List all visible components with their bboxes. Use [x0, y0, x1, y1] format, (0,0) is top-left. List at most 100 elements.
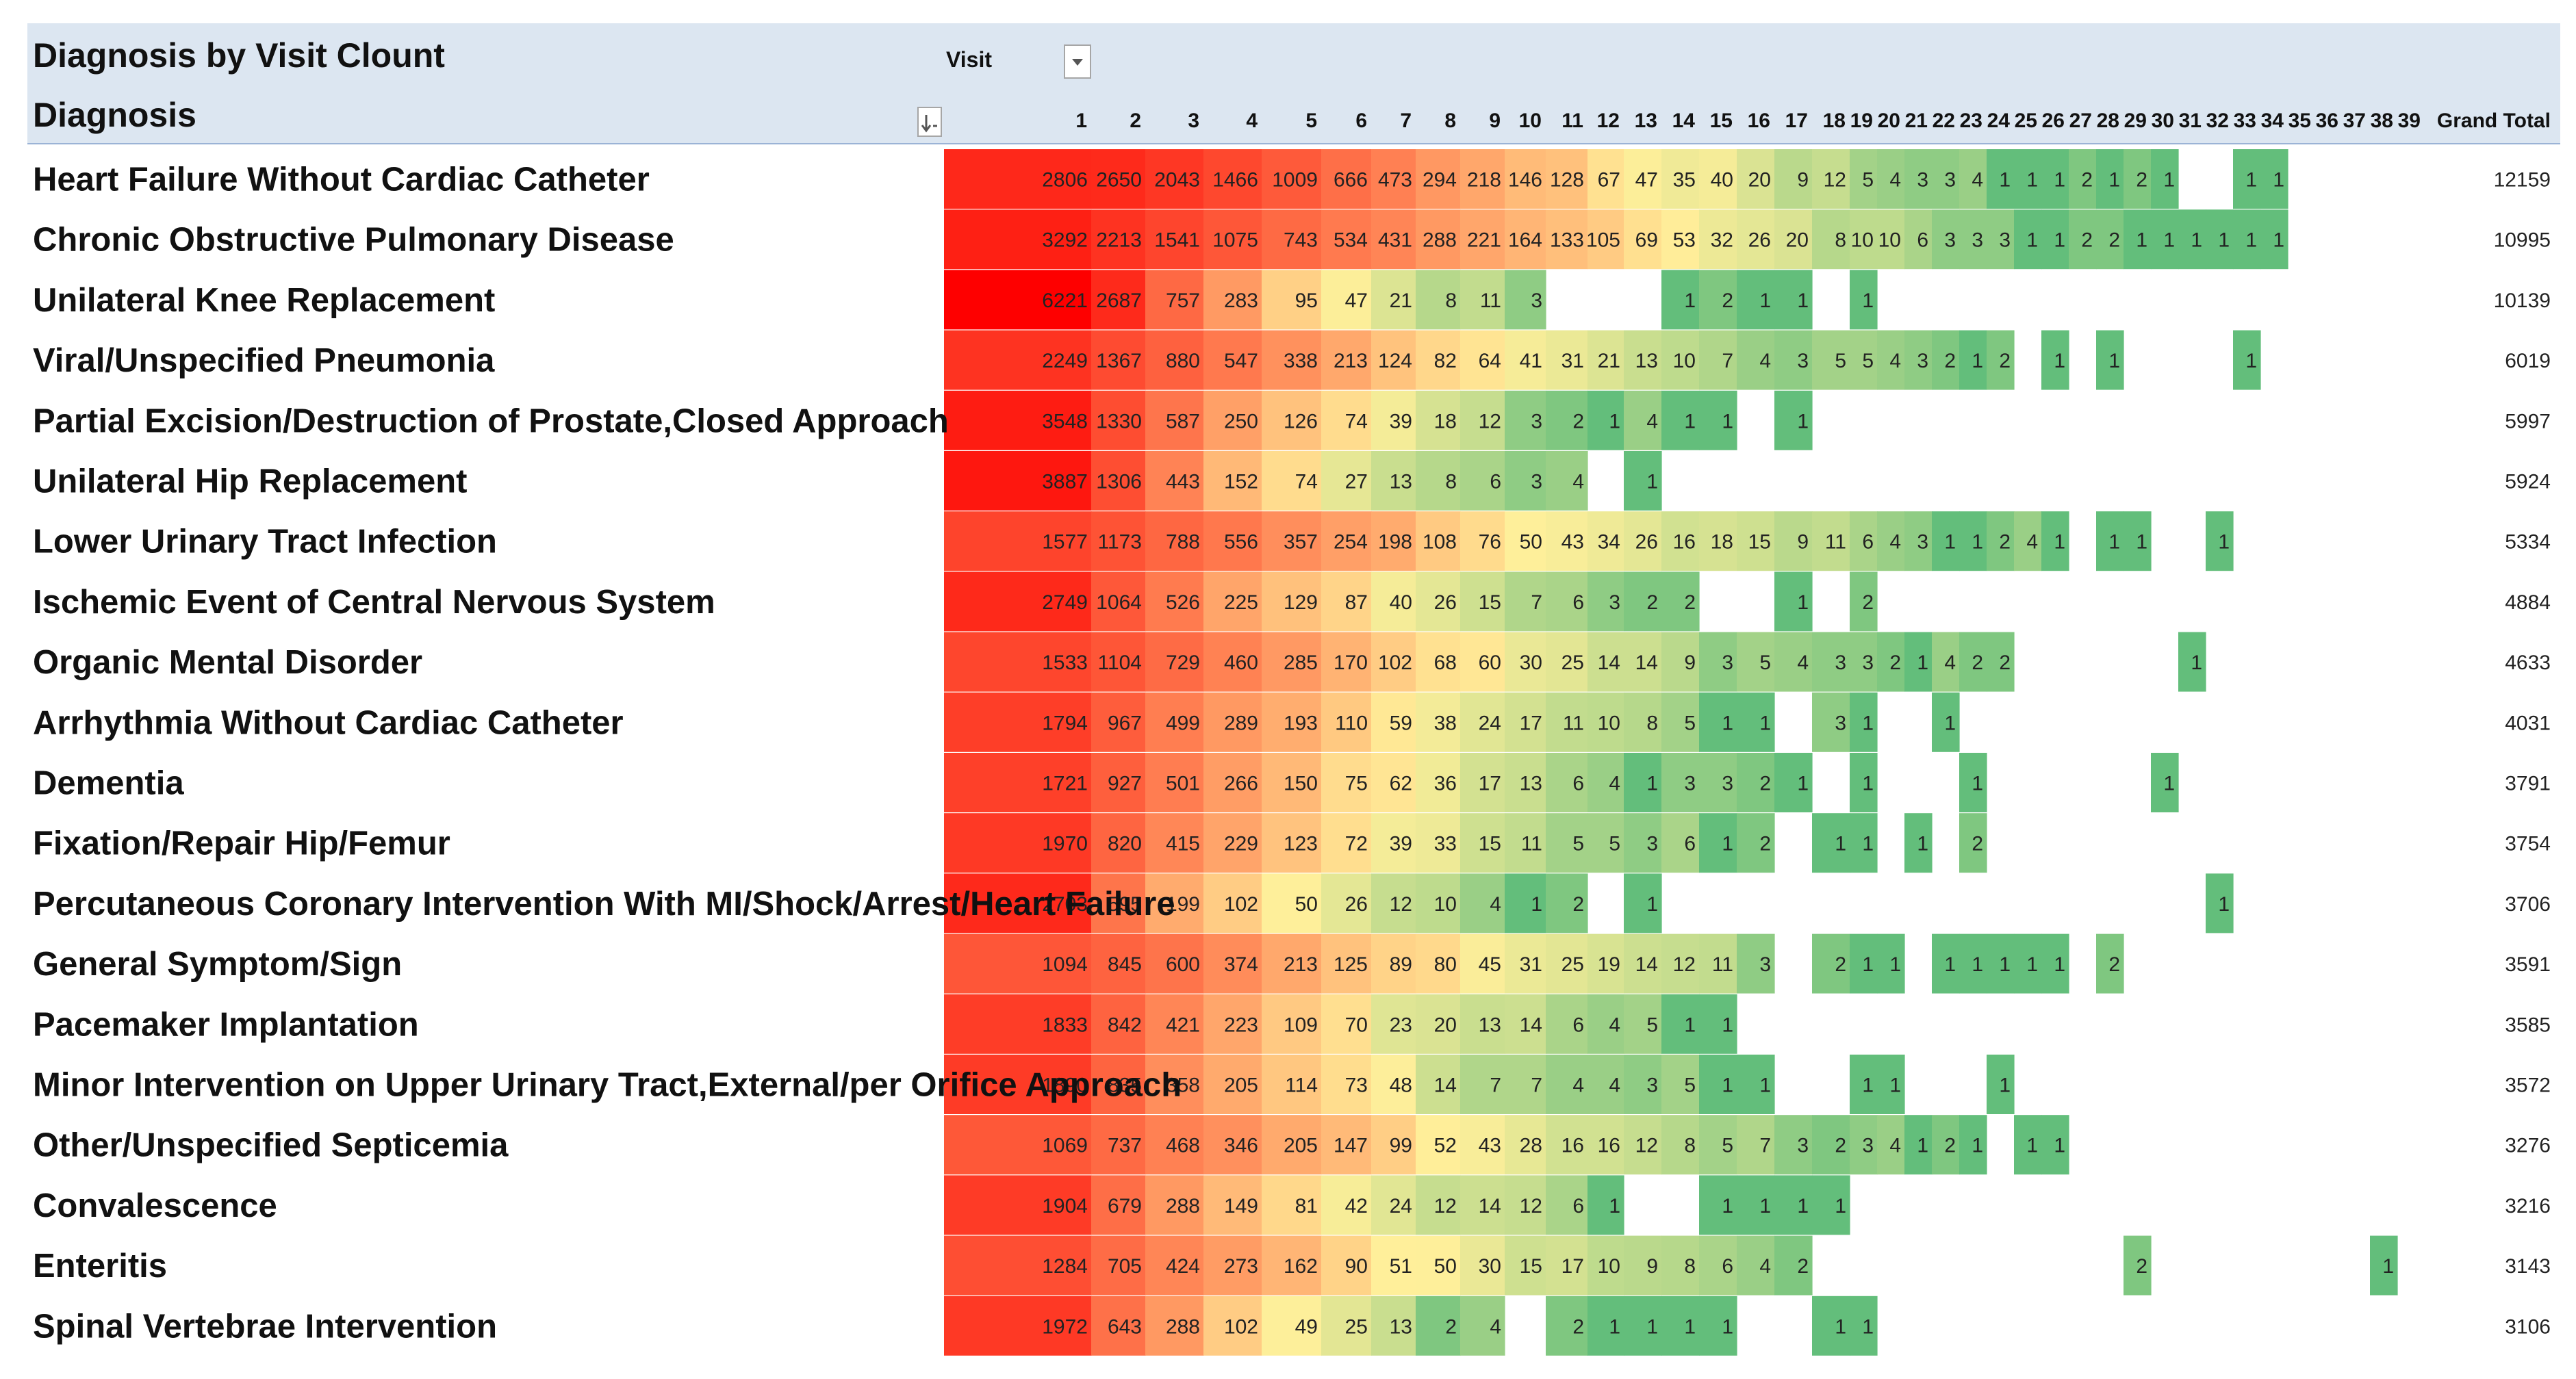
heatmap-cell[interactable]: [944, 451, 1092, 511]
heatmap-cell[interactable]: [1371, 390, 1416, 450]
heatmap-cell[interactable]: [1091, 1115, 1146, 1175]
heatmap-cell[interactable]: [2096, 330, 2124, 390]
heatmap-cell[interactable]: [1932, 330, 1960, 390]
row-label[interactable]: Fixation/Repair Hip/Femur: [33, 825, 450, 862]
heatmap-cell[interactable]: [1661, 813, 1700, 873]
heatmap-cell[interactable]: [944, 149, 1092, 209]
heatmap-cell[interactable]: [2096, 511, 2124, 571]
heatmap-cell[interactable]: [1774, 390, 1813, 450]
heatmap-cell[interactable]: [1091, 1296, 1146, 1356]
row-label[interactable]: Arrhythmia Without Cardiac Catheter: [33, 704, 624, 741]
heatmap-cell[interactable]: [1145, 933, 1204, 994]
heatmap-cell[interactable]: [1321, 632, 1372, 692]
heatmap-cell[interactable]: [1371, 149, 1416, 209]
heatmap-cell[interactable]: [944, 1055, 1092, 1114]
heatmap-cell[interactable]: [2151, 209, 2179, 270]
heatmap-cell[interactable]: [1145, 692, 1204, 752]
heatmap-cell[interactable]: [2178, 209, 2206, 270]
heatmap-cell[interactable]: [1262, 753, 1322, 812]
heatmap-cell[interactable]: [1203, 209, 1262, 270]
heatmap-cell[interactable]: [1460, 209, 1505, 270]
heatmap-cell[interactable]: [944, 692, 1092, 752]
heatmap-cell[interactable]: [1505, 1115, 1546, 1175]
heatmap-cell[interactable]: [1262, 571, 1322, 632]
heatmap-cell[interactable]: [1812, 209, 1850, 270]
heatmap-cell[interactable]: [1460, 692, 1505, 752]
heatmap-cell[interactable]: [1546, 873, 1588, 933]
row-label[interactable]: Other/Unspecified Septicemia: [33, 1127, 509, 1164]
heatmap-cell[interactable]: [1546, 511, 1588, 571]
heatmap-cell[interactable]: [1145, 632, 1204, 692]
heatmap-cell[interactable]: [1416, 632, 1461, 692]
heatmap-cell[interactable]: [1812, 933, 1850, 994]
heatmap-cell[interactable]: [1959, 753, 1987, 812]
heatmap-cell[interactable]: [944, 571, 1092, 632]
heatmap-cell[interactable]: [1546, 1235, 1588, 1296]
heatmap-cell[interactable]: [1932, 209, 1960, 270]
heatmap-cell[interactable]: [1661, 1055, 1700, 1114]
heatmap-cell[interactable]: [1203, 632, 1262, 692]
heatmap-cell[interactable]: [1587, 511, 1624, 571]
heatmap-cell[interactable]: [1699, 1055, 1737, 1114]
heatmap-cell[interactable]: [1460, 1055, 1505, 1114]
heatmap-cell[interactable]: [1587, 753, 1624, 812]
heatmap-cell[interactable]: [1371, 873, 1416, 933]
heatmap-cell[interactable]: [1145, 330, 1204, 390]
heatmap-cell[interactable]: [1699, 1175, 1737, 1235]
heatmap-cell[interactable]: [1203, 1175, 1262, 1235]
heatmap-cell[interactable]: [1877, 1055, 1905, 1114]
heatmap-cell[interactable]: [1587, 1235, 1624, 1296]
heatmap-cell[interactable]: [1624, 571, 1662, 632]
heatmap-cell[interactable]: [944, 1296, 1092, 1356]
row-label[interactable]: Viral/Unspecified Pneumonia: [33, 342, 495, 379]
heatmap-cell[interactable]: [1737, 270, 1775, 330]
heatmap-cell[interactable]: [944, 1235, 1092, 1296]
heatmap-cell[interactable]: [944, 390, 1092, 450]
heatmap-cell[interactable]: [1091, 632, 1146, 692]
heatmap-cell[interactable]: [1877, 149, 1905, 209]
heatmap-cell[interactable]: [1587, 1055, 1624, 1114]
heatmap-cell[interactable]: [1661, 753, 1700, 812]
heatmap-cell[interactable]: [1624, 209, 1662, 270]
heatmap-cell[interactable]: [1505, 571, 1546, 632]
heatmap-cell[interactable]: [1091, 1175, 1146, 1235]
heatmap-cell[interactable]: [1850, 692, 1878, 752]
row-label[interactable]: Partial Excision/Destruction of Prostate…: [33, 402, 949, 439]
heatmap-cell[interactable]: [1624, 451, 1662, 511]
heatmap-cell[interactable]: [1699, 632, 1737, 692]
heatmap-cell[interactable]: [1699, 270, 1737, 330]
heatmap-cell[interactable]: [1624, 330, 1662, 390]
heatmap-cell[interactable]: [1262, 1235, 1322, 1296]
heatmap-cell[interactable]: [1371, 511, 1416, 571]
heatmap-cell[interactable]: [1460, 451, 1505, 511]
heatmap-cell[interactable]: [1774, 1235, 1813, 1296]
heatmap-cell[interactable]: [1371, 1055, 1416, 1114]
heatmap-cell[interactable]: [1460, 270, 1505, 330]
row-label[interactable]: Dementia: [33, 765, 184, 802]
heatmap-cell[interactable]: [1262, 270, 1322, 330]
heatmap-cell[interactable]: [1262, 451, 1322, 511]
heatmap-cell[interactable]: [1932, 1115, 1960, 1175]
heatmap-cell[interactable]: [2014, 933, 2042, 994]
heatmap-cell[interactable]: [1904, 1115, 1933, 1175]
heatmap-cell[interactable]: [1262, 1115, 1322, 1175]
heatmap-cell[interactable]: [1203, 451, 1262, 511]
heatmap-cell[interactable]: [1262, 813, 1322, 873]
heatmap-cell[interactable]: [1321, 813, 1372, 873]
heatmap-cell[interactable]: [1959, 933, 1987, 994]
heatmap-cell[interactable]: [2206, 209, 2234, 270]
heatmap-cell[interactable]: [1091, 451, 1146, 511]
heatmap-cell[interactable]: [1587, 390, 1624, 450]
heatmap-cell[interactable]: [1321, 1175, 1372, 1235]
heatmap-cell[interactable]: [2014, 209, 2042, 270]
heatmap-cell[interactable]: [1546, 632, 1588, 692]
heatmap-cell[interactable]: [1661, 1296, 1700, 1356]
heatmap-cell[interactable]: [1812, 1175, 1850, 1235]
heatmap-cell[interactable]: [1091, 933, 1146, 994]
heatmap-cell[interactable]: [1904, 511, 1933, 571]
heatmap-cell[interactable]: [1371, 330, 1416, 390]
heatmap-cell[interactable]: [1145, 1296, 1204, 1356]
heatmap-cell[interactable]: [2206, 873, 2234, 933]
heatmap-cell[interactable]: [1587, 933, 1624, 994]
heatmap-cell[interactable]: [1737, 813, 1775, 873]
